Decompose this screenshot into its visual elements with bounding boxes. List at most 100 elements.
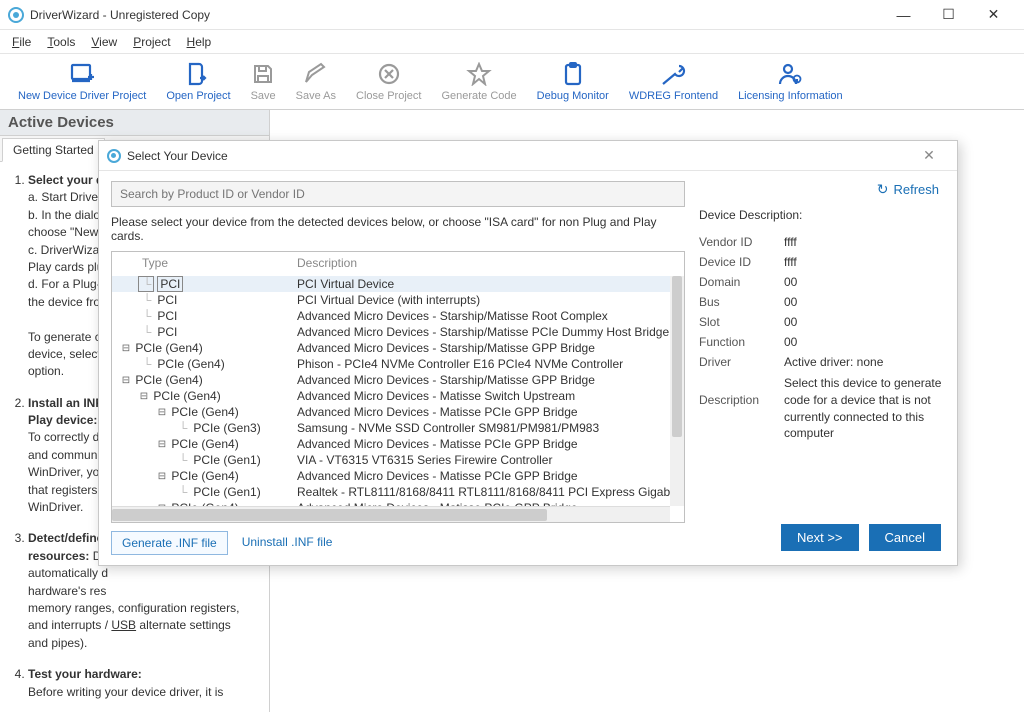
dialog-instruction: Please select your device from the detec… xyxy=(111,215,685,243)
step3-e: and interrupts / xyxy=(28,618,111,632)
device-row[interactable]: └ PCIe (Gen1)Realtek - RTL8111/8168/8411… xyxy=(112,484,670,500)
step3-d: memory ranges, configuration registers, xyxy=(28,600,257,617)
device-row[interactable]: └ PCIe (Gen1)VIA - VT6315 VT6315 Series … xyxy=(112,452,670,468)
device-row[interactable]: └ PCI Advanced Micro Devices - Starship/M… xyxy=(112,308,670,324)
prop-label: Driver xyxy=(699,355,784,369)
device-description: Realtek - RTL8111/8168/8411 RTL8111/8168… xyxy=(297,485,670,499)
device-row[interactable]: └ PCIAdvanced Micro Devices - Starship/M… xyxy=(112,324,670,340)
toolbar-close-button[interactable]: Close Project xyxy=(346,58,431,104)
device-row[interactable]: ⊟ PCIe (Gen4)Advanced Micro Devices - Ma… xyxy=(112,404,670,420)
device-description: Advanced Micro Devices - Matisse Switch … xyxy=(297,389,670,403)
dialog-close-button[interactable]: ✕ xyxy=(909,147,949,164)
toolbar-new-button[interactable]: New Device Driver Project xyxy=(8,58,156,104)
prop-label: Vendor ID xyxy=(699,235,784,249)
generate-inf-button[interactable]: Generate .INF file xyxy=(111,531,228,555)
tree-toggle-icon[interactable]: ⊟ xyxy=(156,407,168,418)
toolbar-label: Open Project xyxy=(166,90,230,102)
toolbar-clip-button[interactable]: Debug Monitor xyxy=(527,58,619,104)
toolbar-star-button[interactable]: Generate Code xyxy=(431,58,526,104)
next-button[interactable]: Next >> xyxy=(781,524,859,551)
device-type: PCI xyxy=(157,309,177,323)
device-description: Advanced Micro Devices - Starship/Matiss… xyxy=(297,309,670,323)
step4-a: Before writing your device driver, it is xyxy=(28,684,257,701)
device-row[interactable]: ⊟ PCIe (Gen4) Advanced Micro Devices - St… xyxy=(112,340,670,356)
device-type: PCIe (Gen4) xyxy=(157,357,224,371)
tree-toggle-icon[interactable]: ⊟ xyxy=(120,375,132,386)
device-type: PCIe (Gen4) xyxy=(135,341,202,355)
user-icon xyxy=(777,60,803,88)
uninstall-inf-link[interactable]: Uninstall .INF file xyxy=(242,531,333,555)
close-button[interactable]: ✕ xyxy=(971,0,1016,30)
toolbar-wrench-button[interactable]: WDREG Frontend xyxy=(619,58,728,104)
toolbar-label: Debug Monitor xyxy=(537,90,609,102)
step2-title2b: Play device: xyxy=(28,413,97,427)
toolbar-label: WDREG Frontend xyxy=(629,90,718,102)
prop-value: Select this device to generate code for … xyxy=(784,375,945,442)
toolbar-save-button[interactable]: Save xyxy=(241,58,286,104)
prop-label: Bus xyxy=(699,295,784,309)
device-row[interactable]: └ PCIPCI Virtual Device (with interrupts… xyxy=(112,292,670,308)
tree-toggle-icon[interactable]: ⊟ xyxy=(156,439,168,450)
prop-value: 00 xyxy=(784,295,945,309)
toolbar: New Device Driver Project Open Project Sav… xyxy=(0,54,1024,110)
dialog-title-bar: Select Your Device ✕ xyxy=(99,141,957,171)
minimize-button[interactable]: ― xyxy=(881,0,926,30)
new-icon xyxy=(68,60,96,88)
prop-value: Active driver: none xyxy=(784,355,945,369)
usb-link[interactable]: USB xyxy=(111,618,136,632)
toolbar-user-button[interactable]: Licensing Information xyxy=(728,58,853,104)
tree-vscrollbar[interactable] xyxy=(670,276,684,506)
tab-getting-started[interactable]: Getting Started xyxy=(2,138,105,162)
tree-branch-icon: └ xyxy=(138,309,154,323)
maximize-button[interactable]: ☐ xyxy=(926,0,971,30)
star-icon xyxy=(466,60,492,88)
device-type: PCIe (Gen4) xyxy=(171,437,238,451)
device-type: PCIe (Gen4) xyxy=(171,469,238,483)
menu-project[interactable]: Project xyxy=(125,32,178,52)
menu-tools[interactable]: Tools xyxy=(39,32,83,52)
device-row[interactable]: └ PCIe (Gen4)Phison - PCIe4 NVMe Control… xyxy=(112,356,670,372)
device-row[interactable]: ⊟ PCIe (Gen4)Advanced Micro Devices - Ma… xyxy=(112,468,670,484)
cancel-button[interactable]: Cancel xyxy=(869,524,941,551)
save-icon xyxy=(251,60,275,88)
toolbar-label: Close Project xyxy=(356,90,421,102)
device-tree[interactable]: Type Description └ PCIPCI Virtual Device… xyxy=(111,251,685,523)
toolbar-open-button[interactable]: Open Project xyxy=(156,58,240,104)
prop-row: Device IDffff xyxy=(699,252,945,272)
toolbar-label: Licensing Information xyxy=(738,90,843,102)
prop-label: Domain xyxy=(699,275,784,289)
menu-help[interactable]: Help xyxy=(179,32,220,52)
device-type: PCI xyxy=(157,325,177,339)
toolbar-label: Save As xyxy=(296,90,336,102)
prop-row: Slot00 xyxy=(699,312,945,332)
open-icon xyxy=(185,60,211,88)
col-description: Description xyxy=(297,256,357,270)
tree-toggle-icon[interactable]: ⊟ xyxy=(138,391,150,402)
menu-file[interactable]: File xyxy=(4,32,39,52)
close-icon xyxy=(377,60,401,88)
step3-b: automatically d xyxy=(28,565,257,582)
device-row[interactable]: ⊟ PCIe (Gen4)Advanced Micro Devices - Ma… xyxy=(112,388,670,404)
title-bar: DriverWizard - Unregistered Copy ― ☐ ✕ xyxy=(0,0,1024,30)
device-row[interactable]: └ PCIe (Gen3)Samsung - NVMe SSD Controll… xyxy=(112,420,670,436)
device-description: Advanced Micro Devices - Starship/Matiss… xyxy=(297,341,670,355)
toolbar-label: New Device Driver Project xyxy=(18,90,146,102)
device-row[interactable]: └ PCIPCI Virtual Device xyxy=(112,276,670,292)
tree-branch-icon: └ xyxy=(138,293,154,307)
menu-view[interactable]: View xyxy=(83,32,125,52)
tree-toggle-icon[interactable]: ⊟ xyxy=(156,471,168,482)
prop-row: DriverActive driver: none xyxy=(699,352,945,372)
refresh-icon: ↻ xyxy=(877,181,889,198)
prop-value: ffff xyxy=(784,235,945,249)
refresh-button[interactable]: ↻ Refresh xyxy=(871,181,945,198)
tree-branch-icon: └ xyxy=(174,485,190,499)
tree-hscrollbar[interactable] xyxy=(112,506,670,522)
search-input[interactable] xyxy=(111,181,685,207)
device-row[interactable]: ⊟ PCIe (Gen4)Advanced Micro Devices - St… xyxy=(112,372,670,388)
device-description: PCI Virtual Device xyxy=(297,277,670,291)
prop-row: Vendor IDffff xyxy=(699,232,945,252)
tree-toggle-icon[interactable]: ⊟ xyxy=(120,343,132,354)
toolbar-saveas-button[interactable]: Save As xyxy=(286,58,346,104)
prop-label: Slot xyxy=(699,315,784,329)
device-row[interactable]: ⊟ PCIe (Gen4)Advanced Micro Devices - Ma… xyxy=(112,436,670,452)
